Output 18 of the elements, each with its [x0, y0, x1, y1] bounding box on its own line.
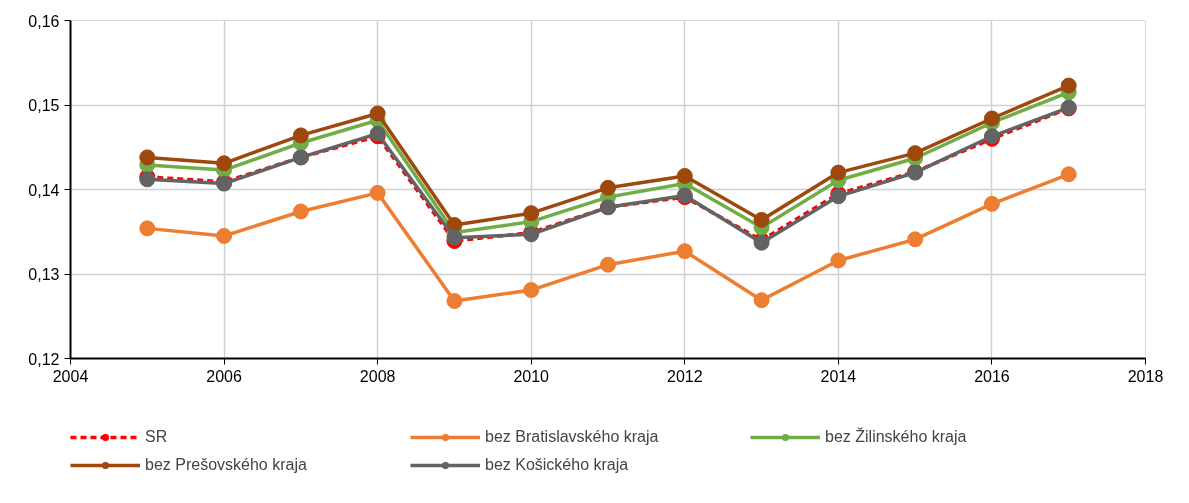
x-tick-label: 2006 [206, 367, 242, 385]
legend-label: bez Prešovského kraja [145, 456, 308, 474]
y-tick-label: 0,14 [28, 181, 60, 199]
legend-label: bez Žilinského kraja [825, 428, 968, 446]
x-tick-label: 2018 [1127, 367, 1164, 385]
x-tick-label: 2012 [666, 367, 703, 385]
x-tick-label: 2016 [974, 367, 1010, 385]
y-tick-label: 0,12 [28, 350, 60, 368]
y-tick-label: 0,16 [28, 12, 60, 30]
legend-label: SR [145, 428, 169, 446]
x-tick-label: 2004 [52, 367, 89, 385]
legend-label: bez Košického kraja [485, 456, 630, 474]
y-tick-label: 0,15 [28, 97, 60, 114]
legend-label: bez Bratislavského kraja [485, 428, 660, 446]
y-tick-label: 0,13 [28, 266, 60, 283]
x-tick-label: 2010 [513, 367, 550, 385]
x-tick-label: 2014 [820, 367, 857, 385]
x-tick-label: 2008 [359, 367, 396, 385]
